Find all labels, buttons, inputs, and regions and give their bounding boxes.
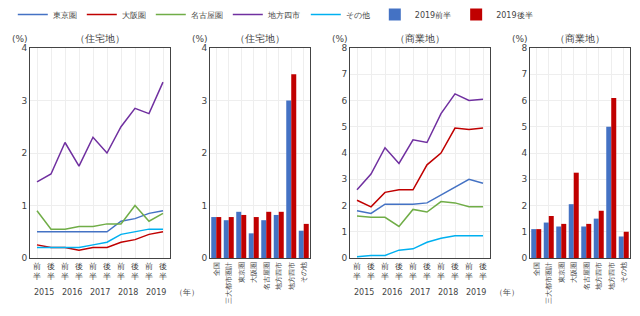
svg-text:地方四市: 地方四市: [275, 262, 283, 291]
svg-text:後半: 後半: [423, 262, 431, 281]
svg-text:前半: 前半: [437, 262, 445, 281]
svg-text:前半: 前半: [381, 262, 389, 281]
svg-text:全国: 全国: [213, 262, 221, 276]
svg-text:地方四市: 地方四市: [608, 262, 616, 291]
svg-text:2: 2: [201, 148, 207, 158]
svg-text:1: 1: [201, 201, 207, 211]
svg-text:7: 7: [521, 69, 527, 79]
svg-text:三大都市圏計: 三大都市圏計: [545, 262, 553, 304]
svg-text:2: 2: [521, 201, 527, 211]
svg-text:（年）: （年）: [175, 288, 199, 297]
svg-text:0: 0: [341, 253, 347, 263]
svg-text:東京圏: 東京圏: [558, 262, 566, 283]
svg-text:全国: 全国: [533, 262, 541, 276]
svg-text:後半: 後半: [159, 262, 167, 281]
svg-text:1: 1: [341, 227, 347, 237]
svg-text:後半: 後半: [75, 262, 83, 281]
svg-text:(%): (%): [332, 34, 348, 44]
svg-text:その他: その他: [346, 11, 370, 20]
svg-text:2018: 2018: [438, 288, 458, 297]
svg-text:（住宅地）: （住宅地）: [235, 33, 285, 44]
svg-text:2016: 2016: [382, 288, 402, 297]
svg-text:4: 4: [201, 43, 207, 53]
svg-text:2017: 2017: [90, 288, 110, 297]
svg-text:(%): (%): [12, 34, 28, 44]
svg-text:2017: 2017: [410, 288, 430, 297]
svg-text:後半: 後半: [47, 262, 55, 281]
svg-text:0: 0: [201, 253, 207, 263]
svg-text:名古屋圏: 名古屋圏: [191, 11, 223, 20]
svg-text:その他: その他: [300, 262, 308, 283]
svg-text:大阪圏: 大阪圏: [122, 11, 146, 20]
svg-text:2015: 2015: [34, 288, 54, 297]
svg-text:（商業地）: （商業地）: [395, 33, 445, 44]
svg-text:その他: その他: [620, 262, 628, 283]
svg-text:2: 2: [21, 148, 27, 158]
svg-text:4: 4: [341, 148, 347, 158]
svg-text:後半: 後半: [395, 262, 403, 281]
svg-text:大阪圏: 大阪圏: [570, 262, 578, 283]
svg-text:後半: 後半: [451, 262, 459, 281]
svg-text:0: 0: [21, 253, 27, 263]
svg-text:前半: 前半: [353, 262, 361, 281]
svg-text:前半: 前半: [465, 262, 473, 281]
svg-text:前半: 前半: [409, 262, 417, 281]
svg-text:2018: 2018: [118, 288, 138, 297]
svg-text:2015: 2015: [354, 288, 374, 297]
svg-text:（商業地）: （商業地）: [555, 33, 605, 44]
svg-text:後半: 後半: [131, 262, 139, 281]
svg-text:2016: 2016: [62, 288, 82, 297]
svg-text:5: 5: [341, 122, 347, 132]
svg-text:地方四市: 地方四市: [267, 11, 300, 20]
svg-text:7: 7: [341, 69, 347, 79]
svg-text:名古屋圏: 名古屋圏: [263, 262, 271, 290]
svg-text:前半: 前半: [145, 262, 153, 281]
svg-text:前半: 前半: [61, 262, 69, 281]
svg-text:（住宅地）: （住宅地）: [75, 33, 125, 44]
svg-text:1: 1: [21, 201, 27, 211]
svg-text:地方四市: 地方四市: [595, 262, 603, 291]
svg-text:後半: 後半: [103, 262, 111, 281]
svg-text:3: 3: [341, 174, 347, 184]
svg-text:(%): (%): [192, 34, 208, 44]
svg-text:（年）: （年）: [495, 288, 519, 297]
svg-text:三大都市圏計: 三大都市圏計: [225, 262, 233, 304]
svg-text:0: 0: [521, 253, 527, 263]
svg-text:2019: 2019: [146, 288, 166, 297]
svg-text:前半: 前半: [89, 262, 97, 281]
svg-text:(%): (%): [512, 34, 528, 44]
svg-text:1: 1: [521, 227, 527, 237]
svg-text:前半: 前半: [117, 262, 125, 281]
svg-text:8: 8: [521, 43, 527, 53]
svg-text:地方四市: 地方四市: [288, 262, 296, 291]
svg-text:前半: 前半: [33, 262, 41, 281]
svg-text:東京圏: 東京圏: [53, 11, 77, 20]
svg-text:2019: 2019: [466, 288, 486, 297]
svg-text:後半: 後半: [367, 262, 375, 281]
svg-text:6: 6: [341, 96, 347, 106]
svg-text:大阪圏: 大阪圏: [250, 262, 258, 283]
svg-text:2: 2: [341, 201, 347, 211]
svg-text:4: 4: [521, 148, 527, 158]
svg-text:名古屋圏: 名古屋圏: [583, 262, 591, 290]
svg-text:3: 3: [21, 96, 27, 106]
svg-text:2019後半: 2019後半: [496, 11, 532, 20]
svg-text:3: 3: [201, 96, 207, 106]
svg-text:5: 5: [521, 122, 527, 132]
svg-text:4: 4: [21, 43, 27, 53]
svg-text:3: 3: [521, 174, 527, 184]
svg-text:東京圏: 東京圏: [238, 262, 246, 283]
svg-text:6: 6: [521, 96, 527, 106]
svg-text:2019前半: 2019前半: [415, 11, 451, 20]
svg-text:後半: 後半: [479, 262, 487, 281]
svg-text:8: 8: [341, 43, 347, 53]
